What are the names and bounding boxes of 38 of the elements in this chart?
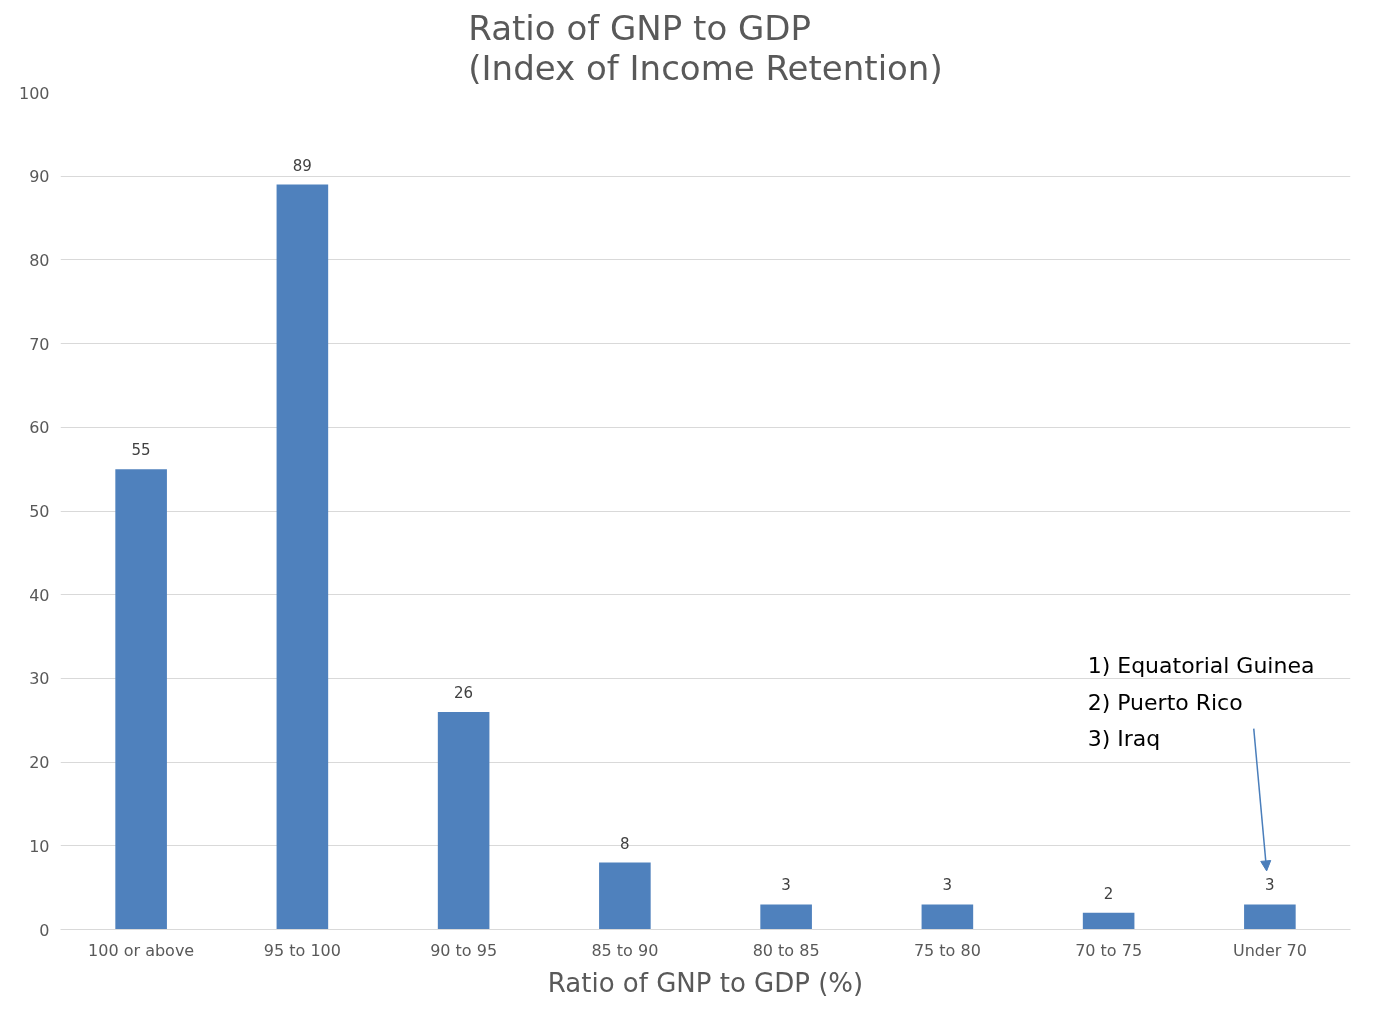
data-label: 3 xyxy=(781,876,791,895)
bar xyxy=(760,904,812,930)
bar xyxy=(1082,912,1135,930)
x-tick-label: 80 to 85 xyxy=(752,940,820,960)
y-tick-label: 50 xyxy=(29,502,50,521)
chart-title: Ratio of GNP to GDP (Index of Income Retention) xyxy=(468,7,943,88)
annotation: 1) Equatorial Guinea 2) Puerto Rico 3) Iraq xyxy=(1087,653,1315,751)
y-tick-label: 0 xyxy=(39,920,50,940)
x-tick-label: 95 to 100 xyxy=(263,940,341,960)
bar xyxy=(921,904,974,930)
data-label: 8 xyxy=(620,834,630,853)
data-label: 89 xyxy=(292,156,312,175)
y-tick-label: 70 xyxy=(29,334,50,354)
x-tick-label: Under 70 xyxy=(1232,940,1307,960)
x-tick-label: 85 to 90 xyxy=(591,940,659,960)
x-tick-label: 100 or above xyxy=(88,940,195,960)
bar xyxy=(599,862,651,930)
data-label: 3 xyxy=(1265,876,1275,895)
y-tick-label: 100 xyxy=(18,83,50,103)
y-tick-label: 80 xyxy=(29,250,50,270)
bar xyxy=(276,184,329,930)
y-tick-label: 60 xyxy=(29,418,50,438)
x-axis-title: Ratio of GNP to GDP (%) xyxy=(547,967,864,998)
bar xyxy=(115,469,167,930)
y-tick-label: 20 xyxy=(29,753,50,773)
x-tick-label: 75 to 80 xyxy=(913,940,981,960)
data-label: 55 xyxy=(131,441,151,460)
data-label: 3 xyxy=(942,876,953,895)
x-tick-label: 70 to 75 xyxy=(1075,940,1143,960)
x-tick-label: 90 to 95 xyxy=(430,940,498,960)
bar xyxy=(1244,904,1296,930)
data-label: 2 xyxy=(1103,884,1114,903)
y-tick-label: 10 xyxy=(29,836,50,856)
data-label: 26 xyxy=(454,683,474,702)
y-tick-label: 30 xyxy=(29,669,50,689)
bar xyxy=(437,711,490,930)
y-tick-label: 40 xyxy=(29,585,50,605)
y-tick-label: 90 xyxy=(29,167,50,187)
